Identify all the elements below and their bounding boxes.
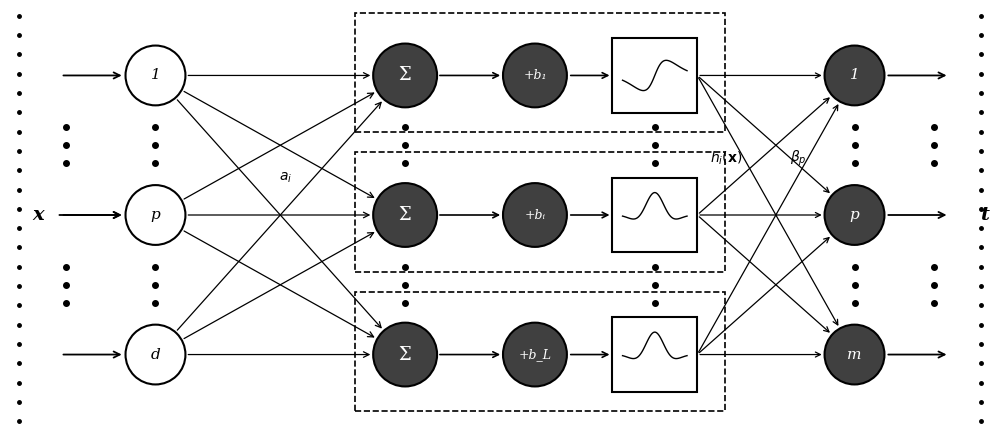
- Circle shape: [126, 46, 185, 105]
- Bar: [355, 292, 725, 412]
- Text: t: t: [980, 206, 989, 224]
- Bar: [612, 317, 697, 392]
- Text: $\beta_p$: $\beta_p$: [790, 148, 806, 168]
- Text: Σ: Σ: [399, 67, 412, 84]
- Circle shape: [126, 185, 185, 245]
- Bar: [612, 38, 697, 113]
- Bar: [355, 12, 725, 132]
- Bar: [612, 178, 697, 252]
- Circle shape: [373, 322, 437, 387]
- Circle shape: [825, 46, 884, 105]
- Text: +b₁: +b₁: [523, 69, 547, 82]
- Circle shape: [373, 183, 437, 247]
- Text: 1: 1: [151, 68, 160, 83]
- Text: p: p: [151, 208, 160, 222]
- Circle shape: [503, 43, 567, 108]
- Text: 1: 1: [850, 68, 859, 83]
- Text: m: m: [847, 347, 862, 362]
- Circle shape: [825, 325, 884, 384]
- Text: $h_i(\mathbf{x})$: $h_i(\mathbf{x})$: [710, 150, 742, 167]
- Text: Σ: Σ: [399, 206, 412, 224]
- Text: d: d: [151, 347, 160, 362]
- Circle shape: [503, 183, 567, 247]
- Circle shape: [126, 325, 185, 384]
- Text: x: x: [33, 206, 44, 224]
- Text: +b_L: +b_L: [518, 348, 551, 361]
- Bar: [355, 152, 725, 272]
- Circle shape: [373, 43, 437, 108]
- Text: $a_i$: $a_i$: [279, 171, 292, 185]
- Text: +bᵢ: +bᵢ: [524, 209, 545, 221]
- Circle shape: [503, 322, 567, 387]
- Text: Σ: Σ: [399, 346, 412, 363]
- Text: p: p: [850, 208, 859, 222]
- Circle shape: [825, 185, 884, 245]
